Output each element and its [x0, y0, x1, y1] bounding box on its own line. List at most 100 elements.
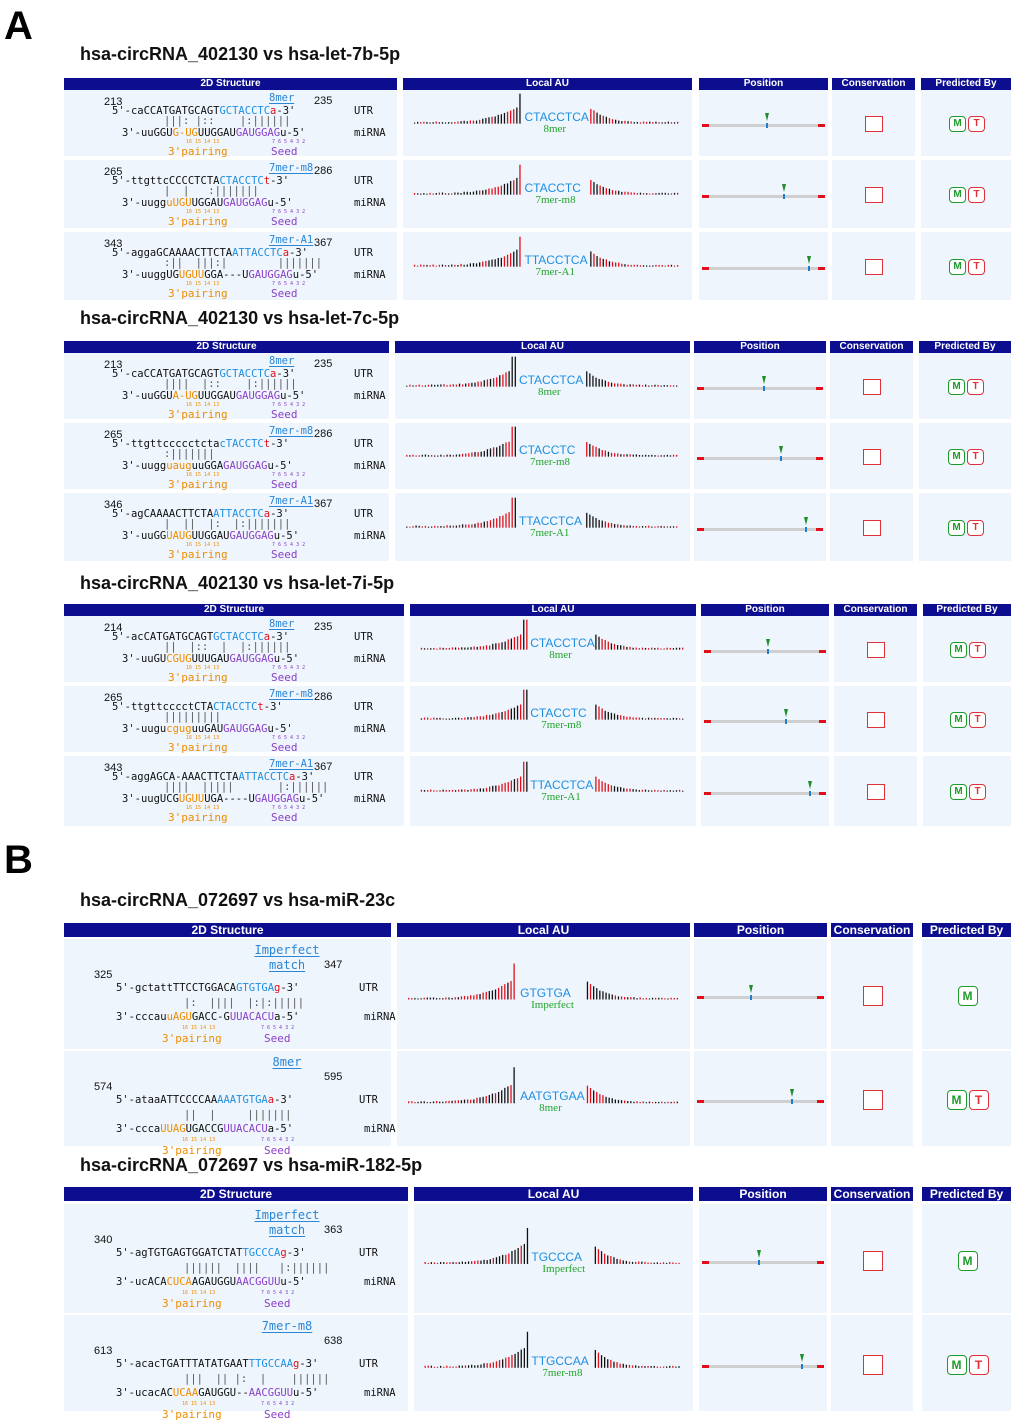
table-cell	[397, 1051, 690, 1146]
conservation-box	[863, 1250, 883, 1271]
site-type-label: 7mer-A1	[269, 495, 314, 507]
local-au-site-type: 7mer-A1	[541, 790, 581, 803]
mirna-sequence: 3'-uugguUGUUGGAUGAUGGAGu-5'	[122, 197, 293, 209]
three-prime-pairing-label: 3'pairing	[162, 1297, 222, 1310]
end-position: 286	[314, 691, 333, 703]
table-row: 7mer-m8 265 286 5'-ttgttccccctctacTACCTCt-3…	[0, 423, 1020, 491]
seed-label: Seed	[271, 671, 298, 684]
local-au-site-type: 8mer	[539, 1102, 562, 1115]
local-au-site: CTACCTC	[530, 705, 587, 720]
seed-position-digits: 7 6 5 4 3 2	[261, 1290, 295, 1296]
track-end-right	[816, 387, 823, 391]
table-cell	[699, 1315, 827, 1411]
position-track	[702, 1364, 824, 1368]
site-type-label: 7mer-m8	[269, 425, 314, 437]
seed-position-digits: 7 6 5 4 3 2	[272, 542, 306, 548]
position-flag-icon	[789, 1089, 794, 1098]
end-position: 595	[324, 1071, 343, 1083]
mirna-label: miRNA	[354, 390, 386, 402]
conservation-box	[863, 1090, 883, 1111]
table-cell	[64, 493, 389, 561]
local-au-site: TTACCTCA	[524, 252, 588, 267]
site-type-label: 7mer-m8	[269, 162, 314, 174]
site-position-marker	[765, 123, 768, 129]
local-au-site: GTGTGA	[520, 985, 571, 1000]
utr-label: UTR	[354, 508, 373, 520]
seed-label: Seed	[271, 741, 298, 754]
seed-position-digits: 7 6 5 4 3 2	[272, 281, 306, 287]
seed-position-digits: 7 6 5 4 3 2	[272, 209, 306, 215]
local-au-plot	[413, 164, 679, 195]
seed-label: Seed	[264, 1144, 291, 1157]
pairing-position-digits: 16 15 14 13	[182, 1025, 216, 1031]
mirna-label: miRNA	[364, 1276, 396, 1288]
miranda-badge: M	[948, 379, 965, 396]
pairing-lines: |||||||||	[164, 711, 221, 723]
end-position: 367	[314, 237, 333, 249]
position-flag-icon	[807, 781, 812, 790]
table-cell	[64, 232, 397, 300]
column-header: Conservation	[830, 341, 913, 353]
utr-sequence: 5'-caCCATGATGCAGTGCTACCTCa-3'	[112, 368, 296, 380]
track-end-right	[817, 996, 824, 1000]
seed-label: Seed	[264, 1032, 291, 1045]
site-position-marker	[808, 791, 811, 797]
local-au-site: CTACCTC	[524, 180, 581, 195]
seed-label: Seed	[271, 145, 298, 158]
table-cell	[64, 90, 397, 156]
local-au-site-type: 7mer-A1	[535, 265, 575, 278]
site-type-label: 8mer	[269, 355, 295, 367]
conservation-box	[863, 986, 883, 1007]
local-au-site: CTACCTCA	[524, 109, 589, 124]
column-header: Predicted By	[923, 604, 1011, 616]
start-position: 343	[104, 238, 123, 250]
table-header: 2D Structure Local AU Position Conservation…	[0, 923, 1020, 937]
table-cell	[64, 160, 397, 228]
mirna-sequence: 3'-ucacACUCAAGAUGGU--AACGGUUu-5'	[116, 1387, 319, 1399]
table-row: 7mer-m8 265 286 5'-ttgttcccctCTACTACCTCt-3'…	[0, 686, 1020, 754]
local-au-plot	[413, 93, 679, 124]
position-track	[697, 528, 823, 532]
local-au-plot	[408, 1067, 679, 1104]
local-au-site: AATGTGAA	[520, 1089, 585, 1104]
pairing-lines: |||| ||||| |:||||||	[164, 781, 329, 793]
seed-position-digits: 7 6 5 4 3 2	[272, 665, 306, 671]
local-au-plot	[413, 236, 679, 267]
table-header: 2D Structure Local AU Position Conservation…	[0, 1187, 1020, 1201]
site-type-label: 7mer-m8	[269, 688, 314, 700]
end-position: 286	[314, 165, 333, 177]
table-row: 7mer-m8 613 638 5'-acacTGATTTATATGAATTTGCCA…	[0, 1315, 1020, 1421]
seed-label: Seed	[271, 215, 298, 228]
table-cell	[699, 1204, 827, 1313]
site-type-label: 7mer-A1	[269, 758, 314, 770]
start-position: 574	[94, 1081, 113, 1093]
block-title: hsa-circRNA_402130 vs hsa-let-7i-5p	[80, 573, 395, 593]
pairing-lines: ||| || |: | ||||||	[184, 1373, 330, 1385]
mirna-sequence: 3'-uuGGUAUGUUGGAUGAUGGAGu-5'	[122, 530, 300, 542]
pairing-position-digits: 16 15 14 13	[186, 665, 220, 671]
seed-position-digits: 7 6 5 4 3 2	[261, 1025, 295, 1031]
seed-label: Seed	[271, 287, 298, 300]
mirna-sequence: 3'-ucACACUCAAGAUGGUAACGGUUu-5'	[116, 1276, 306, 1288]
end-position: 235	[314, 95, 333, 107]
table-cell	[701, 616, 829, 682]
table-row: 7mer-m8 265 286 5'-ttgttcCCCCTCTACTACCTCt-3…	[0, 160, 1020, 228]
position-flag-icon	[782, 184, 787, 193]
track-end-right	[818, 267, 825, 271]
pairing-position-digits: 16 15 14 13	[186, 139, 220, 145]
seed-label: Seed	[264, 1297, 291, 1310]
table-row: 7mer-A1 343 367 5'-aggaGCAAAACTTCTAATTACCTC…	[0, 232, 1020, 300]
table-cell	[923, 756, 1011, 826]
table-cell	[699, 160, 828, 228]
site-type-label: Imperfect match	[254, 1208, 320, 1237]
track-end-left	[704, 650, 711, 654]
track-end-right	[818, 195, 825, 199]
end-position: 235	[314, 621, 333, 633]
position-track	[704, 650, 826, 654]
site-position-marker	[805, 527, 808, 533]
table-cell	[919, 423, 1011, 489]
pairing-position-digits: 16 15 14 13	[186, 209, 220, 215]
utr-label: UTR	[354, 631, 373, 643]
targetscan-badge: T	[968, 1354, 989, 1375]
local-au-site-type: 8mer	[543, 122, 567, 135]
